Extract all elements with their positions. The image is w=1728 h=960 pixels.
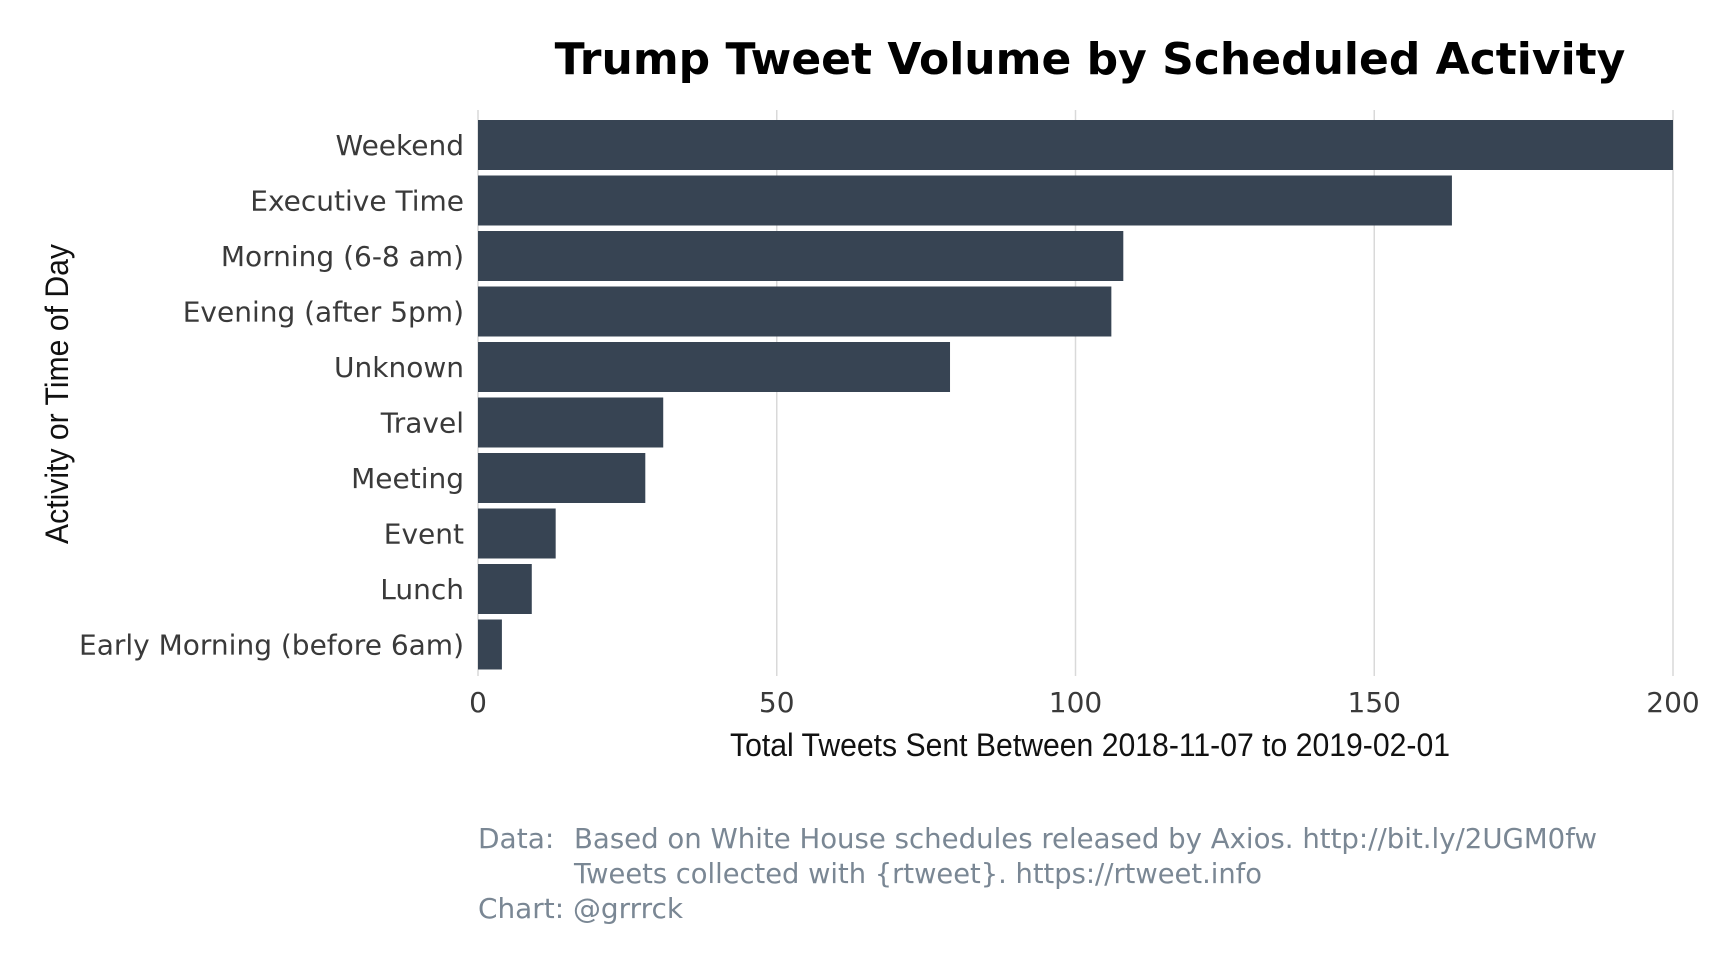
bar-weekend bbox=[478, 120, 1673, 170]
chart-title: Trump Tweet Volume by Scheduled Activity bbox=[555, 34, 1626, 85]
category-labels: Weekend Executive Time Morning (6-8 am) Eve… bbox=[79, 129, 464, 662]
bars bbox=[478, 120, 1673, 670]
caption-data-label: Data: bbox=[478, 822, 554, 855]
x-tick-labels: 0 50 100 150 200 bbox=[469, 686, 1700, 719]
x-tick-label: 150 bbox=[1348, 686, 1401, 719]
bar-travel bbox=[478, 397, 664, 448]
category-label-lunch: Lunch bbox=[380, 573, 464, 606]
caption-data-line-2: Tweets collected with {rtweet}. https://… bbox=[573, 857, 1262, 890]
y-axis-title: Activity or Time of Day bbox=[39, 244, 75, 544]
x-tick-label: 200 bbox=[1646, 686, 1699, 719]
bar-morning-6-8-am bbox=[478, 231, 1124, 281]
caption-chart-credit: Chart: @grrrck bbox=[478, 892, 684, 925]
x-tick-label: 0 bbox=[469, 686, 487, 719]
category-label-early-morning-before-6am: Early Morning (before 6am) bbox=[79, 629, 464, 662]
x-tick-label: 50 bbox=[759, 686, 795, 719]
category-label-evening-after-5pm: Evening (after 5pm) bbox=[183, 296, 464, 329]
category-label-event: Event bbox=[384, 518, 464, 551]
bar-executive-time bbox=[478, 175, 1452, 226]
bar-unknown bbox=[478, 342, 951, 392]
category-label-weekend: Weekend bbox=[336, 129, 464, 162]
caption: Data: Based on White House schedules rel… bbox=[478, 822, 1597, 925]
category-label-executive-time: Executive Time bbox=[250, 185, 464, 218]
category-label-unknown: Unknown bbox=[334, 351, 464, 384]
bar-meeting bbox=[478, 453, 646, 503]
bar-lunch bbox=[478, 564, 532, 614]
category-label-morning-6-8-am: Morning (6-8 am) bbox=[221, 240, 464, 273]
caption-data-line-1: Based on White House schedules released … bbox=[574, 822, 1597, 855]
x-tick-label: 100 bbox=[1049, 686, 1102, 719]
category-label-travel: Travel bbox=[380, 407, 464, 440]
bar-early-morning-before-6am bbox=[478, 619, 502, 670]
category-label-meeting: Meeting bbox=[351, 462, 464, 495]
x-axis-title: Total Tweets Sent Between 2018-11-07 to … bbox=[730, 727, 1450, 763]
bar-evening-after-5pm bbox=[478, 286, 1112, 337]
bar-event bbox=[478, 508, 556, 559]
